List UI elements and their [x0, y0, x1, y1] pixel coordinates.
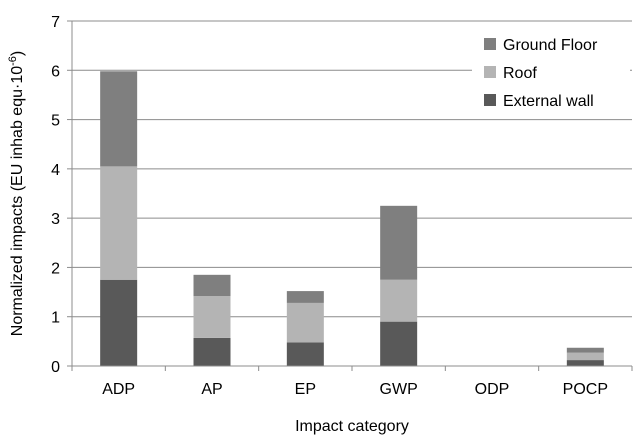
bar-segment-ground-floor-ap — [193, 274, 231, 297]
legend-label: Roof — [503, 65, 537, 82]
legend-background — [472, 27, 630, 117]
x-tick-label: ODP — [475, 381, 510, 398]
y-tick-label: 6 — [51, 63, 60, 80]
axes — [67, 20, 633, 371]
x-axis-title: Impact category — [295, 418, 409, 435]
bar-segment-external-wall-ep — [286, 342, 324, 366]
y-tick-label: 0 — [51, 359, 60, 376]
y-tick-label: 7 — [51, 14, 60, 31]
y-tick-label: 1 — [51, 310, 60, 327]
x-tick-label: POCP — [563, 381, 608, 398]
bar-segment-external-wall-pocp — [566, 360, 604, 366]
x-tick-labels: ADP AP EP GWP ODP POCP — [102, 381, 608, 398]
y-axis-title-main: Normalized impacts (EU inhab equ·10 — [9, 66, 26, 336]
y-tick-labels: 0 1 2 3 4 5 6 7 — [51, 14, 60, 376]
y-tick-label: 3 — [51, 211, 60, 228]
legend-label: External wall — [503, 93, 594, 110]
x-tick-label: GWP — [380, 381, 418, 398]
y-tick-label: 4 — [51, 162, 60, 179]
x-tick-label: ADP — [102, 381, 135, 398]
y-axis-title-superscript: -6 — [7, 56, 19, 66]
legend-label: Ground Floor — [503, 37, 598, 54]
x-tick-label: AP — [201, 381, 222, 398]
y-axis-title: Normalized impacts (EU inhab equ·10-6) — [7, 51, 26, 336]
bar-segment-ground-floor-gwp — [380, 205, 418, 280]
bar-segment-roof-ap — [193, 296, 231, 338]
bars — [100, 71, 604, 366]
gridlines — [72, 20, 632, 318]
bar-segment-roof-pocp — [566, 352, 604, 361]
bar-segment-ground-floor-ep — [286, 291, 324, 303]
y-tick-label: 5 — [51, 113, 60, 130]
legend-swatch — [484, 38, 496, 50]
y-axis-title-suffix: ) — [9, 51, 26, 56]
legend-swatch — [484, 94, 496, 106]
bar-segment-external-wall-adp — [100, 279, 138, 366]
legend: Ground Floor Roof External wall — [472, 27, 630, 117]
bar-segment-roof-ep — [286, 302, 324, 343]
bar-segment-external-wall-ap — [193, 337, 231, 366]
y-tick-label: 2 — [51, 260, 60, 277]
bar-segment-ground-floor-adp — [100, 71, 138, 167]
legend-swatch — [484, 66, 496, 78]
bar-segment-external-wall-gwp — [380, 321, 418, 366]
bar-segment-ground-floor-pocp — [566, 347, 604, 353]
bar-segment-roof-adp — [100, 166, 138, 280]
bar-segment-roof-gwp — [380, 279, 418, 322]
x-tick-label: EP — [295, 381, 316, 398]
